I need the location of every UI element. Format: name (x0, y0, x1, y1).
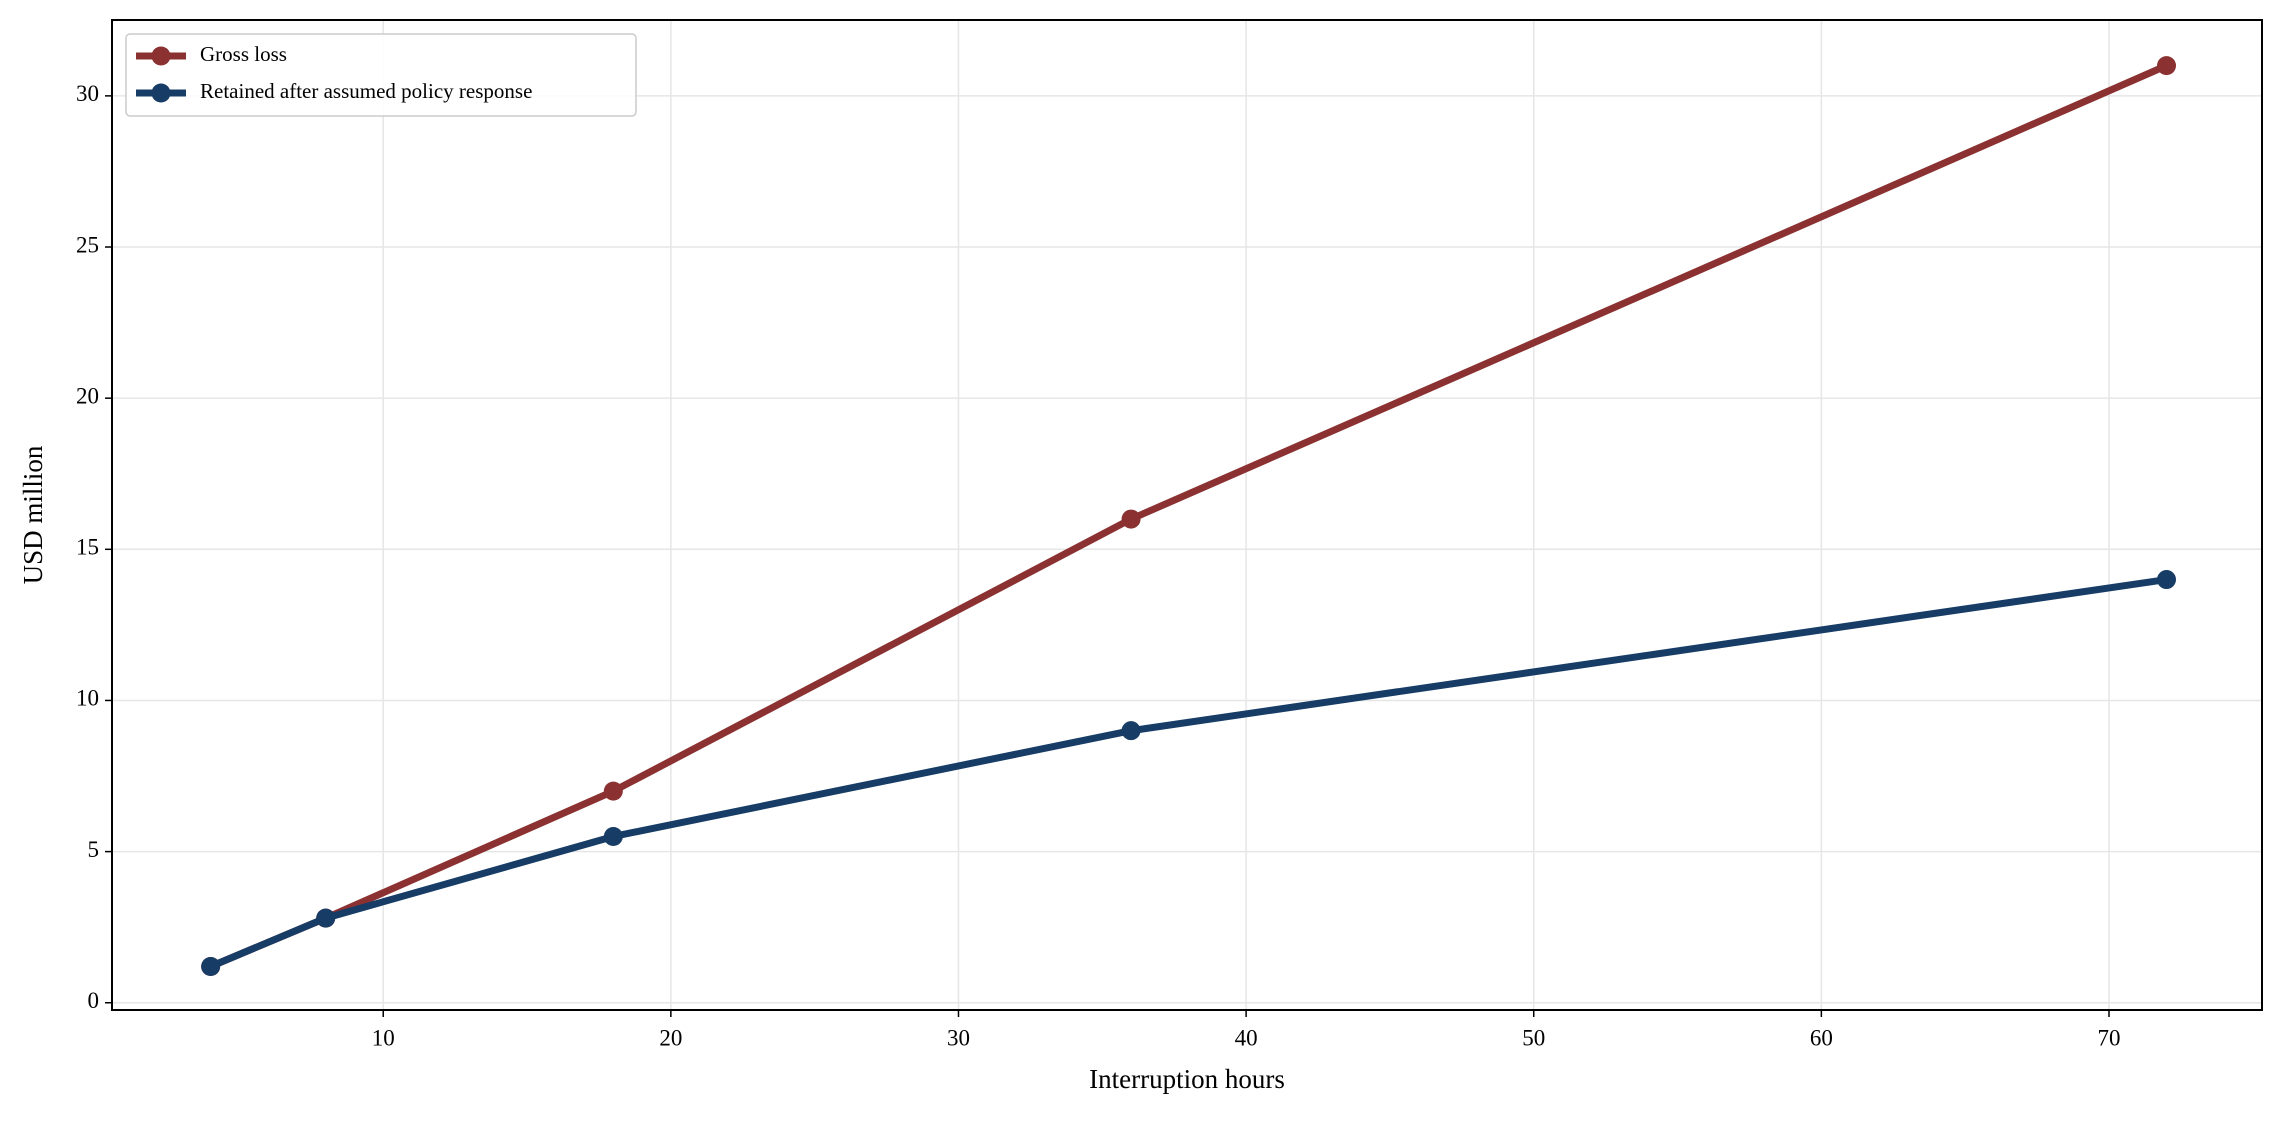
x-tick-label: 70 (2097, 1025, 2120, 1050)
y-tick-label: 10 (76, 686, 99, 711)
x-tick-label: 60 (1810, 1025, 1833, 1050)
legend-label: Gross loss (200, 42, 287, 66)
data-point (2157, 570, 2177, 590)
data-point (603, 826, 623, 846)
data-point (1121, 509, 1141, 529)
legend-marker (151, 83, 171, 103)
y-tick-label: 20 (76, 383, 99, 408)
legend: Gross loss Retained after assumed policy … (125, 33, 637, 117)
x-tick-label: 40 (1235, 1025, 1258, 1050)
x-tick-label: 30 (947, 1025, 970, 1050)
y-tick-label: 0 (88, 988, 100, 1013)
plot-frame (111, 19, 2263, 1011)
data-point (201, 956, 221, 976)
x-tick-label: 10 (372, 1025, 395, 1050)
x-axis-label: Interruption hours (1089, 1064, 1285, 1094)
data-point (316, 908, 336, 928)
legend-label: Retained after assumed policy response (200, 79, 532, 103)
x-tick-label: 50 (1522, 1025, 1545, 1050)
y-axis-label: USD million (18, 445, 48, 584)
x-tick-label: 20 (659, 1025, 682, 1050)
data-point (603, 781, 623, 801)
y-tick-label: 5 (88, 837, 100, 862)
legend-marker (151, 46, 171, 66)
data-point (2157, 56, 2177, 76)
y-tick-label: 15 (76, 535, 99, 560)
series-line (209, 576, 2168, 970)
series-line (209, 62, 2168, 970)
y-tick-label: 25 (76, 232, 99, 257)
y-tick-label: 30 (76, 81, 99, 106)
legend-frame (125, 33, 637, 117)
data-point (1121, 721, 1141, 741)
